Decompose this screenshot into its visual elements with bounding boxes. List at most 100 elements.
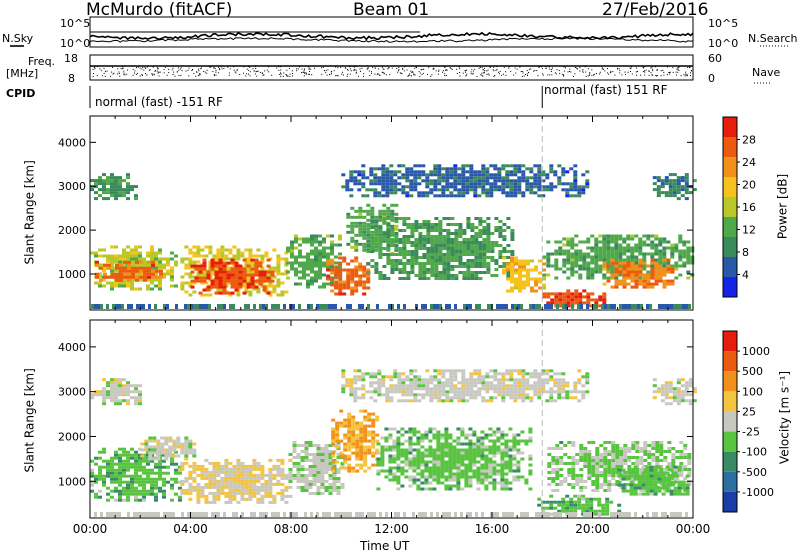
echo-cell bbox=[514, 283, 518, 287]
freq-nave-dot bbox=[398, 70, 399, 72]
echo-cell bbox=[350, 224, 355, 228]
echo-cell bbox=[436, 439, 441, 443]
echo-cell bbox=[668, 173, 673, 177]
echo-cell bbox=[522, 286, 526, 290]
echo-cell bbox=[442, 277, 447, 280]
echo-cell bbox=[522, 268, 526, 272]
echo-cell bbox=[413, 164, 418, 168]
echo-cell bbox=[654, 264, 659, 268]
freq-nave-dot bbox=[303, 69, 305, 71]
freq-nave-dot bbox=[421, 74, 423, 76]
echo-cell bbox=[146, 287, 150, 291]
echo-cell bbox=[244, 479, 249, 483]
echo-cell bbox=[448, 433, 453, 437]
echo-cell bbox=[477, 182, 482, 186]
echo-cell bbox=[453, 170, 458, 174]
echo-cell bbox=[526, 280, 530, 284]
echo-cell bbox=[550, 252, 555, 256]
echo-cell bbox=[409, 167, 414, 171]
echo-cell bbox=[320, 456, 325, 459]
echo-cell bbox=[354, 245, 359, 249]
echo-cell bbox=[406, 217, 411, 220]
echo-cell bbox=[347, 448, 352, 452]
echo-cell bbox=[228, 293, 233, 297]
echo-cell bbox=[494, 262, 499, 265]
echo-cell bbox=[377, 167, 382, 171]
echo-cell bbox=[438, 244, 443, 247]
freq-nave-dot bbox=[336, 75, 338, 77]
echo-cell bbox=[541, 173, 546, 177]
echo-cell bbox=[110, 254, 114, 258]
echo-cell bbox=[294, 273, 298, 277]
echo-cell bbox=[537, 194, 542, 198]
echo-cell bbox=[110, 179, 114, 183]
freq-nave-dot bbox=[389, 74, 391, 76]
echo-cell bbox=[350, 259, 355, 263]
ground-scatter-cell bbox=[148, 304, 151, 309]
freq-nave-dot bbox=[243, 72, 244, 74]
freq-nave-dot bbox=[355, 69, 357, 71]
echo-cell bbox=[470, 277, 475, 280]
freq-nave-dot bbox=[414, 74, 416, 76]
echo-cell bbox=[650, 258, 655, 262]
echo-cell bbox=[252, 479, 257, 483]
freq-nave-dot bbox=[593, 73, 595, 75]
echo-cell bbox=[106, 179, 110, 183]
echo-cell bbox=[370, 242, 375, 246]
echo-cell bbox=[330, 277, 335, 281]
nave-tick-top: 60 bbox=[708, 52, 722, 65]
echo-cell bbox=[198, 264, 203, 268]
echo-cell bbox=[126, 495, 130, 499]
freq-nave-dot bbox=[346, 69, 348, 71]
echo-cell bbox=[228, 482, 233, 486]
echo-cell bbox=[450, 232, 455, 235]
echo-cell bbox=[506, 277, 510, 281]
echo-cell bbox=[428, 451, 433, 455]
echo-cell bbox=[428, 469, 433, 473]
echo-cell bbox=[434, 265, 439, 268]
beam-label: Beam 01 bbox=[353, 0, 430, 20]
echo-cell bbox=[452, 451, 457, 455]
echo-cell bbox=[324, 450, 329, 453]
echo-cell bbox=[672, 182, 677, 186]
echo-cell bbox=[461, 179, 466, 183]
echo-cell bbox=[310, 279, 314, 283]
echo-cell bbox=[405, 173, 410, 177]
echo-cell bbox=[449, 176, 454, 180]
echo-cell bbox=[577, 191, 582, 195]
echo-cell bbox=[454, 238, 459, 241]
echo-cell bbox=[386, 235, 391, 238]
echo-cell bbox=[388, 466, 393, 470]
echo-cell bbox=[452, 448, 457, 452]
echo-cell bbox=[214, 282, 219, 286]
echo-cell bbox=[374, 221, 379, 225]
echo-cell bbox=[480, 472, 485, 476]
echo-cell bbox=[456, 454, 461, 458]
echo-cell bbox=[486, 235, 491, 238]
freq-nave-dot bbox=[483, 72, 485, 74]
echo-cell bbox=[123, 260, 127, 264]
echo-cell bbox=[200, 473, 205, 477]
echo-cell bbox=[252, 263, 257, 267]
echo-cell bbox=[354, 239, 359, 243]
echo-cell bbox=[178, 465, 182, 469]
freq-nave-dot bbox=[307, 73, 309, 75]
freq-nave-dot bbox=[398, 67, 400, 69]
echo-cell bbox=[402, 244, 407, 247]
echo-cell bbox=[460, 463, 465, 467]
echo-cell bbox=[394, 244, 399, 247]
echo-cell bbox=[110, 459, 114, 463]
echo-cell bbox=[497, 188, 502, 192]
ground-scatter-cell bbox=[310, 304, 313, 309]
ground-scatter-cell bbox=[433, 304, 436, 309]
echo-cell bbox=[318, 234, 322, 238]
echo-cell bbox=[147, 272, 151, 276]
ground-scatter-cell bbox=[316, 304, 319, 309]
echo-cell bbox=[332, 483, 337, 486]
echo-cell bbox=[102, 248, 106, 252]
freq-nave-dot bbox=[472, 72, 474, 74]
echo-cell bbox=[422, 274, 427, 277]
echo-cell bbox=[466, 244, 471, 247]
freq-nave-dot bbox=[285, 74, 287, 75]
echo-cell bbox=[652, 182, 657, 186]
